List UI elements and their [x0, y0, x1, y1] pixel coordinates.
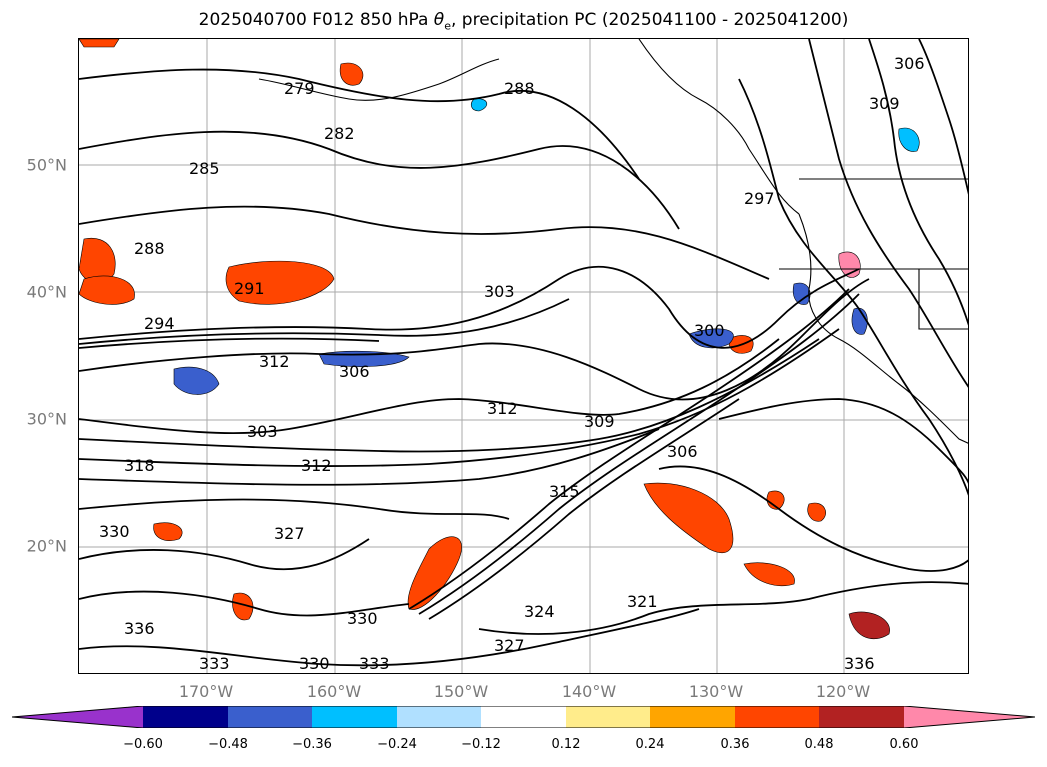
colorbar-extend-high [904, 706, 1035, 728]
colorbar-tick-label: 0.24 [635, 737, 665, 752]
contour-label: 294 [144, 314, 175, 333]
contour-label: 306 [339, 362, 370, 381]
contour-label: 285 [189, 159, 220, 178]
contour-label: 327 [494, 636, 525, 655]
map-title: 2025040700 F012 850 hPa θe, precipitatio… [198, 10, 849, 33]
lon-label: 170°W [178, 682, 234, 701]
contour-label: 333 [359, 654, 390, 673]
lat-label: 20°N [26, 536, 67, 556]
contour-label: 309 [584, 412, 615, 431]
colorbar-segment [650, 706, 735, 728]
colorbar-tick-label: −0.60 [123, 737, 163, 752]
colorbar-segment [397, 706, 481, 728]
lon-label: 150°W [433, 682, 489, 701]
contour-label: 312 [259, 352, 290, 371]
lat-label: 40°N [26, 282, 67, 302]
colorbar-tick-label: −0.24 [377, 737, 417, 752]
colorbar-segment [819, 706, 904, 728]
map-canvas: 279 282 285 288 288 291 294 297 300 303 … [79, 39, 968, 673]
theta-e-contours [79, 39, 968, 667]
contour-label: 330 [99, 522, 130, 541]
colorbar-tick-label: 0.12 [551, 737, 581, 752]
contour-label: 288 [134, 239, 165, 258]
colorbar-segment [228, 706, 312, 728]
precip-negative-patches [173, 98, 920, 395]
lon-label: 160°W [306, 682, 362, 701]
contour-label: 327 [274, 524, 305, 543]
colorbar-tick-label: −0.48 [208, 737, 248, 752]
map-panel: 279 282 285 288 288 291 294 297 300 303 … [78, 38, 969, 674]
contour-label: 306 [894, 54, 925, 73]
colorbar-segment [312, 706, 397, 728]
colorbar-tick-label: 0.36 [720, 737, 750, 752]
colorbar-segment [143, 706, 228, 728]
colorbar-tick-label: 0.60 [889, 737, 919, 752]
coastlines [258, 39, 968, 444]
contour-label: 324 [524, 602, 555, 621]
colorbar-tick-label: −0.36 [292, 737, 332, 752]
colorbar-segment [735, 706, 819, 728]
contour-label: 312 [301, 456, 332, 475]
graticule [79, 39, 968, 673]
contour-label: 321 [627, 592, 658, 611]
colorbar-tick-label: −0.12 [461, 737, 501, 752]
lon-label: 140°W [561, 682, 617, 701]
lon-label: 130°W [688, 682, 744, 701]
contour-label: 297 [744, 189, 775, 208]
contour-label: 330 [347, 609, 378, 628]
colorbar-segment [566, 706, 650, 728]
contour-label: 333 [199, 654, 230, 673]
colorbar [12, 706, 1035, 728]
contour-label: 336 [124, 619, 155, 638]
contour-label: 315 [549, 482, 580, 501]
contour-label: 309 [869, 94, 900, 113]
contour-label: 318 [124, 456, 155, 475]
contour-label: 282 [324, 124, 355, 143]
colorbar-segment [481, 706, 566, 728]
contour-label: 312 [487, 399, 518, 418]
colorbar-tick-label: 0.48 [804, 737, 834, 752]
lat-label: 50°N [26, 155, 67, 175]
contour-label: 291 [234, 279, 265, 298]
contour-label: 336 [844, 654, 875, 673]
lon-label: 120°W [815, 682, 871, 701]
colorbar-extend-low [12, 706, 143, 728]
lat-label: 30°N [26, 409, 67, 429]
contour-label: 303 [484, 282, 515, 301]
contour-label: 300 [694, 321, 725, 340]
contour-label: 303 [247, 422, 278, 441]
contour-labels: 279 282 285 288 288 291 294 297 300 303 … [99, 54, 925, 673]
contour-label: 288 [504, 79, 535, 98]
contour-label: 279 [284, 79, 315, 98]
contour-label: 306 [667, 442, 698, 461]
precip-positive-patches [79, 39, 890, 640]
contour-label: 330 [299, 654, 330, 673]
